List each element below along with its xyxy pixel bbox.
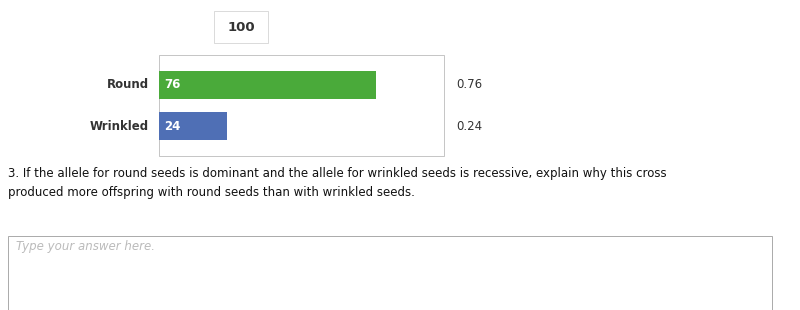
- Text: F1 Offspring: F1 Offspring: [113, 21, 206, 33]
- Text: 76: 76: [165, 78, 181, 91]
- FancyBboxPatch shape: [8, 236, 773, 310]
- Text: 0.76: 0.76: [456, 78, 482, 91]
- FancyBboxPatch shape: [214, 11, 268, 43]
- Bar: [158, 71, 376, 99]
- Text: 0.24: 0.24: [456, 120, 482, 133]
- Text: 100: 100: [227, 21, 254, 33]
- FancyBboxPatch shape: [158, 55, 445, 156]
- Text: 3. If the allele for round seeds is dominant and the allele for wrinkled seeds i: 3. If the allele for round seeds is domi…: [8, 167, 666, 199]
- Bar: [158, 112, 227, 140]
- Text: Wrinkled: Wrinkled: [90, 120, 150, 133]
- Text: Round: Round: [107, 78, 150, 91]
- Text: Type your answer here.: Type your answer here.: [16, 240, 155, 253]
- Text: 24: 24: [165, 120, 181, 133]
